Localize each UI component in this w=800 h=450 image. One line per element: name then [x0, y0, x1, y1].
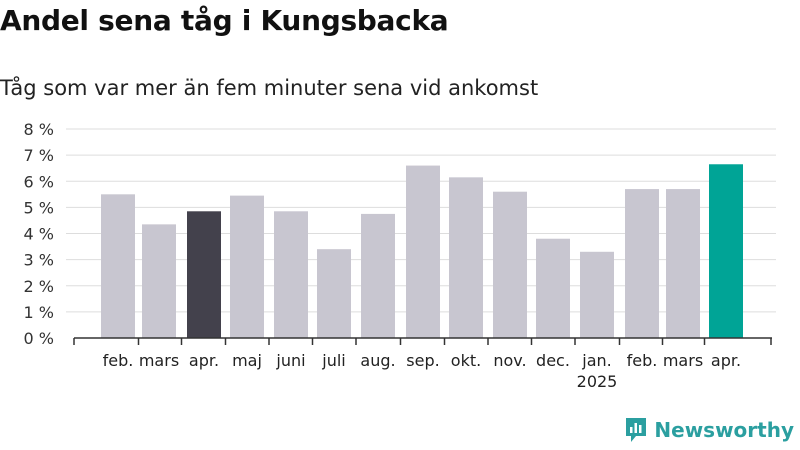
x-tick-label: juni	[275, 351, 305, 370]
bar	[317, 249, 351, 338]
bar	[101, 194, 135, 338]
x-tick-label: mars	[139, 351, 179, 370]
x-tick-label: juli	[321, 351, 345, 370]
y-tick-label: 8 %	[24, 120, 54, 139]
brand: Newsworthy	[624, 416, 794, 444]
bar	[142, 224, 176, 338]
bar	[666, 189, 700, 338]
x-tick-label: feb.	[627, 351, 658, 370]
bar	[274, 211, 308, 338]
bar	[536, 238, 570, 338]
y-tick-label: 6 %	[24, 172, 54, 191]
x-tick-label: okt.	[451, 351, 481, 370]
bar	[449, 177, 483, 338]
bar	[493, 191, 527, 338]
bar	[580, 251, 614, 338]
y-tick-label: 3 %	[24, 251, 54, 270]
brand-name: Newsworthy	[654, 418, 794, 442]
y-tick-label: 2 %	[24, 277, 54, 296]
newsworthy-logo-icon	[626, 418, 647, 442]
x-tick-label: nov.	[493, 351, 526, 370]
x-tick-label: maj	[232, 351, 262, 370]
bar	[361, 213, 395, 338]
y-tick-label: 7 %	[24, 146, 54, 165]
bar	[406, 165, 440, 338]
y-tick-label: 1 %	[24, 303, 54, 322]
y-tick-label: 4 %	[24, 225, 54, 244]
bar	[709, 164, 743, 338]
chart-title: Andel sena tåg i Kungsbacka	[0, 4, 449, 37]
x-tick-label: sep.	[406, 351, 439, 370]
x-year-label: 2025	[577, 372, 618, 391]
y-tick-label: 5 %	[24, 198, 54, 217]
x-tick-label: apr.	[189, 351, 219, 370]
x-tick-label: jan.	[581, 351, 611, 370]
bar	[625, 189, 659, 338]
chart-subtitle: Tåg som var mer än fem minuter sena vid …	[0, 76, 539, 100]
y-tick-label: 0 %	[24, 329, 54, 348]
x-tick-label: mars	[663, 351, 703, 370]
x-tick-label: apr.	[711, 351, 741, 370]
x-tick-label: dec.	[536, 351, 570, 370]
x-tick-label: feb.	[103, 351, 134, 370]
x-tick-label: aug.	[360, 351, 395, 370]
bar	[187, 211, 221, 338]
bar	[230, 195, 264, 338]
